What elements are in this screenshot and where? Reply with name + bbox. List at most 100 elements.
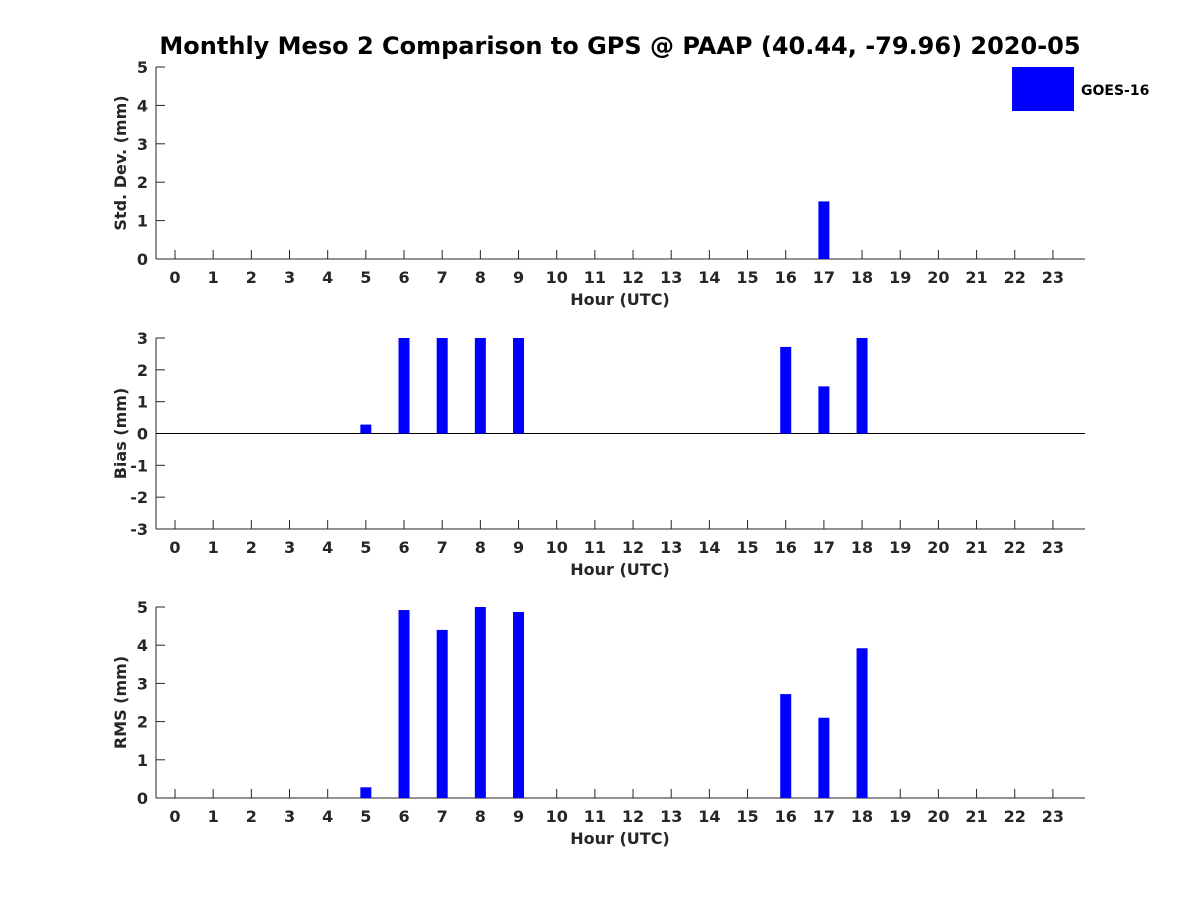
- x-tick-label: 23: [1042, 807, 1064, 826]
- bar-hour-17: [818, 201, 830, 259]
- y-axis-label: RMS (mm): [111, 656, 130, 749]
- x-tick-label: 22: [1004, 268, 1026, 287]
- x-tick-label: 21: [965, 268, 987, 287]
- x-tick-label: 14: [698, 807, 720, 826]
- x-tick-label: 16: [775, 268, 797, 287]
- x-tick-label: 21: [965, 538, 987, 557]
- x-tick-label: 12: [622, 268, 644, 287]
- x-tick-label: 4: [322, 268, 333, 287]
- x-tick-label: 2: [246, 538, 257, 557]
- bar-hour-9: [513, 338, 525, 434]
- x-tick-label: 22: [1004, 807, 1026, 826]
- y-tick-label: 4: [137, 96, 148, 115]
- x-tick-label: 1: [208, 538, 219, 557]
- bar-hour-17: [818, 386, 830, 434]
- x-tick-label: 17: [813, 268, 835, 287]
- bar-hour-16: [780, 346, 792, 434]
- x-tick-label: 0: [169, 268, 180, 287]
- x-tick-label: 7: [437, 807, 448, 826]
- bar-hour-17: [818, 717, 830, 798]
- x-tick-label: 5: [360, 807, 371, 826]
- x-tick-label: 3: [284, 538, 295, 557]
- y-tick-label: 1: [137, 212, 148, 231]
- x-tick-label: 9: [513, 807, 524, 826]
- x-tick-label: 6: [398, 807, 409, 826]
- x-tick-label: 18: [851, 807, 873, 826]
- x-tick-label: 8: [475, 807, 486, 826]
- x-tick-label: 19: [889, 268, 911, 287]
- y-tick-label: 0: [137, 425, 148, 444]
- y-tick-label: 2: [137, 361, 148, 380]
- y-tick-label: 3: [137, 329, 148, 348]
- x-tick-label: 12: [622, 538, 644, 557]
- bar-hour-6: [398, 338, 410, 434]
- x-tick-label: 6: [398, 538, 409, 557]
- x-tick-label: 4: [322, 807, 333, 826]
- x-tick-label: 7: [437, 538, 448, 557]
- y-tick-label: 5: [137, 58, 148, 77]
- x-tick-label: 23: [1042, 538, 1064, 557]
- x-tick-label: 23: [1042, 268, 1064, 287]
- y-tick-label: -3: [130, 520, 148, 539]
- x-tick-label: 0: [169, 538, 180, 557]
- bar-hour-7: [436, 629, 448, 798]
- bar-hour-5: [360, 787, 372, 798]
- x-tick-label: 10: [546, 807, 568, 826]
- x-tick-label: 4: [322, 538, 333, 557]
- chart-title: Monthly Meso 2 Comparison to GPS @ PAAP …: [159, 32, 1080, 60]
- x-tick-label: 3: [284, 268, 295, 287]
- x-tick-label: 20: [927, 807, 949, 826]
- y-tick-label: 2: [137, 173, 148, 192]
- x-tick-label: 9: [513, 268, 524, 287]
- x-tick-label: 20: [927, 538, 949, 557]
- x-tick-label: 3: [284, 807, 295, 826]
- x-tick-label: 14: [698, 538, 720, 557]
- bar-hour-5: [360, 424, 372, 434]
- x-tick-label: 19: [889, 807, 911, 826]
- x-tick-label: 1: [208, 807, 219, 826]
- x-axis-label: Hour (UTC): [570, 560, 670, 579]
- x-tick-label: 5: [360, 538, 371, 557]
- x-tick-label: 15: [736, 807, 758, 826]
- x-tick-label: 16: [775, 538, 797, 557]
- x-tick-label: 21: [965, 807, 987, 826]
- x-tick-label: 6: [398, 268, 409, 287]
- x-tick-label: 5: [360, 268, 371, 287]
- bar-hour-16: [780, 694, 792, 798]
- x-tick-label: 2: [246, 268, 257, 287]
- y-tick-label: 2: [137, 713, 148, 732]
- y-tick-label: 1: [137, 393, 148, 412]
- y-tick-label: 3: [137, 135, 148, 154]
- x-tick-label: 13: [660, 538, 682, 557]
- x-tick-label: 15: [736, 538, 758, 557]
- y-axis-label: Bias (mm): [111, 388, 130, 480]
- x-tick-label: 22: [1004, 538, 1026, 557]
- x-axis-label: Hour (UTC): [570, 290, 670, 309]
- x-tick-label: 20: [927, 268, 949, 287]
- bar-hour-6: [398, 610, 410, 798]
- x-tick-label: 11: [584, 268, 606, 287]
- x-tick-label: 17: [813, 807, 835, 826]
- x-tick-label: 7: [437, 268, 448, 287]
- y-tick-label: 1: [137, 751, 148, 770]
- bar-hour-8: [474, 607, 486, 798]
- x-tick-label: 2: [246, 807, 257, 826]
- bar-hour-7: [436, 338, 448, 434]
- x-tick-label: 10: [546, 538, 568, 557]
- x-tick-label: 17: [813, 538, 835, 557]
- x-tick-label: 13: [660, 268, 682, 287]
- x-tick-label: 1: [208, 268, 219, 287]
- legend: GOES-16: [1012, 67, 1149, 111]
- x-axis-label: Hour (UTC): [570, 829, 670, 848]
- y-tick-label: 0: [137, 250, 148, 269]
- x-tick-label: 10: [546, 268, 568, 287]
- bar-hour-18: [856, 648, 868, 798]
- x-tick-label: 11: [584, 538, 606, 557]
- y-tick-label: 4: [137, 636, 148, 655]
- x-tick-label: 19: [889, 538, 911, 557]
- x-tick-label: 0: [169, 807, 180, 826]
- bar-hour-8: [474, 338, 486, 434]
